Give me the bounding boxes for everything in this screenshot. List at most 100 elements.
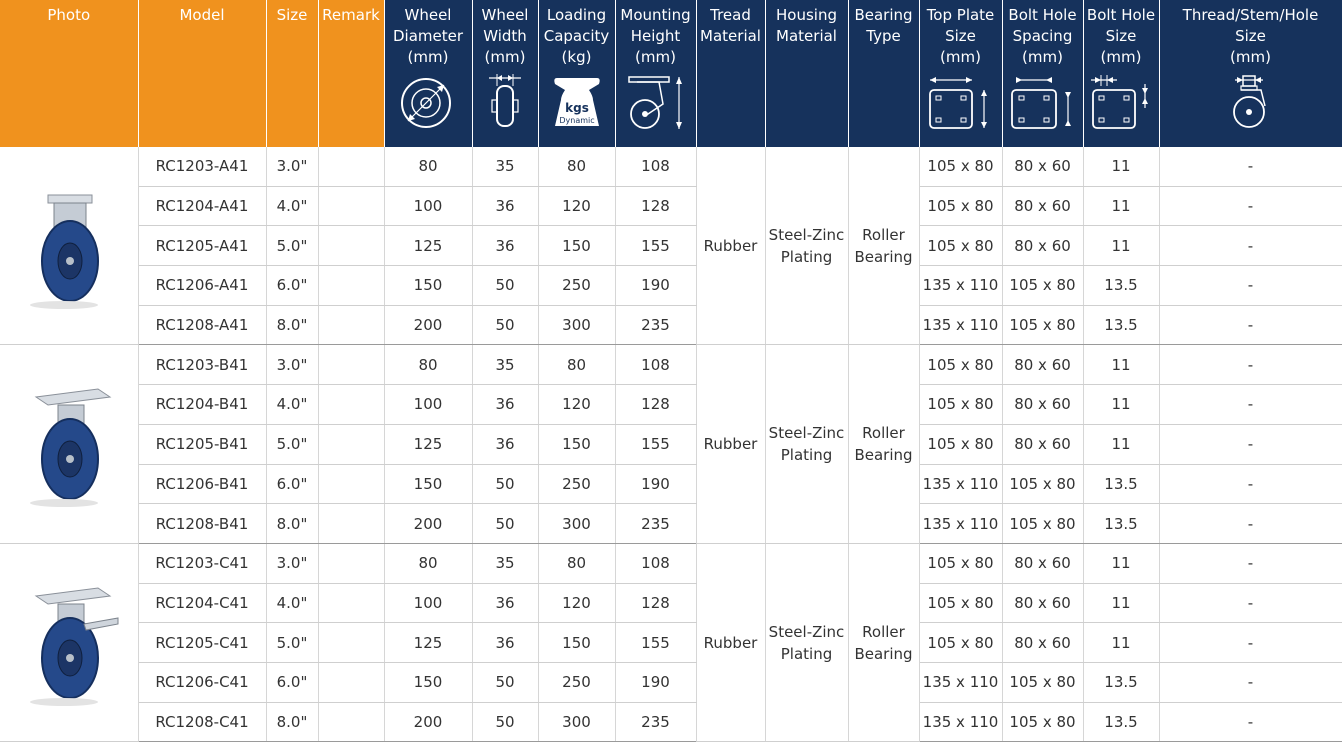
wheel-diameter-cell: 125 <box>384 622 473 663</box>
model-cell: RC1205-C41 <box>138 622 267 663</box>
wheel-diameter-cell: 125 <box>384 424 473 465</box>
thread-stem-hole-cell: - <box>1159 265 1342 306</box>
bolt-hole-spacing-cell: 80 x 60 <box>1002 583 1084 624</box>
wheel-diameter-cell: 200 <box>384 702 473 742</box>
table-row: RC1204-A41 4.0" 100 36 120 128 105 x 80 80 x 60… <box>0 186 1342 227</box>
remark-cell <box>318 662 385 703</box>
housing-material-cell-text: Steel-Zinc <box>768 424 845 443</box>
top-plate-size-cell: 135 x 110 <box>919 662 1003 703</box>
table-row: RC1205-A41 5.0" 125 36 150 155 105 x 80 80 x 60… <box>0 225 1342 267</box>
housing-material-cell-text: Steel-Zinc <box>768 622 845 641</box>
weight-kgs-icon: kgs Dynamic <box>553 78 600 126</box>
top-plate-icon <box>928 77 987 129</box>
wheel-diameter-cell: 150 <box>384 662 473 703</box>
mounting-height-cell: 190 <box>615 464 697 505</box>
remark-cell <box>318 344 385 386</box>
loading-capacity-cell: 80 <box>538 147 616 187</box>
housing-material-cell-text: Steel-Zinc <box>768 225 845 244</box>
model-cell: RC1204-B41 <box>138 384 267 425</box>
bolt-hole-size-cell: 11 <box>1083 583 1160 624</box>
top-plate-size-cell: 105 x 80 <box>919 186 1003 227</box>
wheel-diameter-cell: 100 <box>384 583 473 624</box>
model-cell: RC1204-A41 <box>138 186 267 227</box>
header-model: Model <box>138 0 267 147</box>
loading-capacity-cell: 150 <box>538 424 616 465</box>
table-row: RC1208-A41 8.0" 200 50 300 235 135 x 110 105 x … <box>0 305 1342 346</box>
wheel-diameter-cell: 80 <box>384 543 473 584</box>
model-cell: RC1206-C41 <box>138 662 267 703</box>
bearing-type-cell-text: Roller <box>862 225 905 244</box>
mounting-height-cell: 108 <box>615 543 697 584</box>
top-plate-size-cell: 105 x 80 <box>919 622 1003 663</box>
top-plate-size-cell: 135 x 110 <box>919 265 1003 306</box>
wheel-diameter-cell: 80 <box>384 344 473 386</box>
photo-cell <box>0 147 139 346</box>
remark-cell <box>318 543 385 584</box>
table-row: RC1203-B41 3.0" 80 35 80 108 Rubber Steel-Zinc P… <box>0 344 1342 544</box>
housing-material-cell-text: Plating <box>780 644 833 663</box>
tread-material-cell: Rubber <box>696 344 766 544</box>
bolt-hole-spacing-cell: 80 x 60 <box>1002 225 1084 267</box>
remark-cell <box>318 265 385 306</box>
model-cell: RC1203-B41 <box>138 344 267 386</box>
wheel-width-cell: 36 <box>472 186 539 227</box>
thread-stem-hole-cell: - <box>1159 147 1342 187</box>
bolt-hole-spacing-cell: 105 x 80 <box>1002 265 1084 306</box>
header-photo: Photo <box>0 0 139 147</box>
table-row: RC1204-B41 4.0" 100 36 120 128 105 x 80 80 x 60… <box>0 384 1342 425</box>
bearing-type-cell-text: Bearing <box>854 644 913 663</box>
header-top-plate-size: Top Plate Size (mm) <box>919 0 1003 147</box>
bolt-hole-size-cell: 13.5 <box>1083 662 1160 703</box>
tread-material-cell-text: Rubber <box>703 435 758 454</box>
wheel-width-cell: 50 <box>472 464 539 505</box>
bearing-type-cell-text: Bearing <box>854 446 913 465</box>
bolt-hole-spacing-cell: 105 x 80 <box>1002 305 1084 346</box>
header-thread-stem-hole: Thread/Stem/Hole Size (mm) <box>1159 0 1342 147</box>
model-cell: RC1205-A41 <box>138 225 267 267</box>
mounting-height-cell: 108 <box>615 147 697 187</box>
bolt-hole-spacing-cell: 80 x 60 <box>1002 543 1084 584</box>
wheel-width-cell: 36 <box>472 384 539 425</box>
table-row: RC1203-C41 3.0" 80 35 80 108 Rubber Steel-Zinc P… <box>0 543 1342 742</box>
table-row: RC1208-C41 8.0" 200 50 300 235 135 x 110 105 x … <box>0 702 1342 742</box>
model-cell: RC1208-C41 <box>138 702 267 742</box>
table-row: RC1206-A41 6.0" 150 50 250 190 135 x 110 105 x … <box>0 265 1342 306</box>
housing-material-cell-text: Plating <box>780 446 833 465</box>
top-plate-size-cell: 105 x 80 <box>919 344 1003 386</box>
mounting-height-cell: 128 <box>615 583 697 624</box>
top-plate-size-cell: 105 x 80 <box>919 583 1003 624</box>
remark-cell <box>318 305 385 346</box>
bearing-type-cell: Roller Bearing <box>848 543 920 742</box>
size-cell: 4.0" <box>266 384 319 425</box>
thread-stem-hole-cell: - <box>1159 583 1342 624</box>
bolt-hole-size-cell: 13.5 <box>1083 503 1160 544</box>
model-cell: RC1208-B41 <box>138 503 267 544</box>
loading-capacity-cell: 300 <box>538 702 616 742</box>
bolt-hole-size-cell: 11 <box>1083 344 1160 386</box>
wheel-width-cell: 36 <box>472 583 539 624</box>
bolt-hole-spacing-cell: 105 x 80 <box>1002 464 1084 505</box>
size-cell: 3.0" <box>266 344 319 386</box>
bolt-hole-size-cell: 11 <box>1083 543 1160 584</box>
thread-stem-hole-cell: - <box>1159 305 1342 346</box>
wheel-width-cell: 35 <box>472 344 539 386</box>
photo-cell <box>0 543 139 742</box>
table-row: RC1206-B41 6.0" 150 50 250 190 135 x 110 105 x … <box>0 464 1342 505</box>
housing-material-cell: Steel-Zinc Plating <box>765 543 849 742</box>
wheel-diameter-cell: 200 <box>384 305 473 346</box>
thread-stem-hole-cell: - <box>1159 622 1342 663</box>
bolt-hole-spacing-cell: 80 x 60 <box>1002 424 1084 465</box>
fixed-caster-icon <box>0 181 138 311</box>
header-bearing-type: Bearing Type <box>848 0 920 147</box>
bolt-hole-size-cell: 11 <box>1083 225 1160 267</box>
table-row: RC1205-B41 5.0" 125 36 150 155 105 x 80 80 x 60… <box>0 424 1342 465</box>
bearing-type-cell-text: Roller <box>862 622 905 641</box>
loading-capacity-cell: 150 <box>538 622 616 663</box>
wheel-diameter-cell: 80 <box>384 147 473 187</box>
top-plate-size-cell: 105 x 80 <box>919 225 1003 267</box>
header-size: Size <box>266 0 319 147</box>
size-cell: 6.0" <box>266 265 319 306</box>
size-cell: 8.0" <box>266 702 319 742</box>
wheel-diameter-cell: 150 <box>384 265 473 306</box>
header-loading-capacity: Loading Capacity (kg) kgs Dynamic <box>538 0 616 147</box>
